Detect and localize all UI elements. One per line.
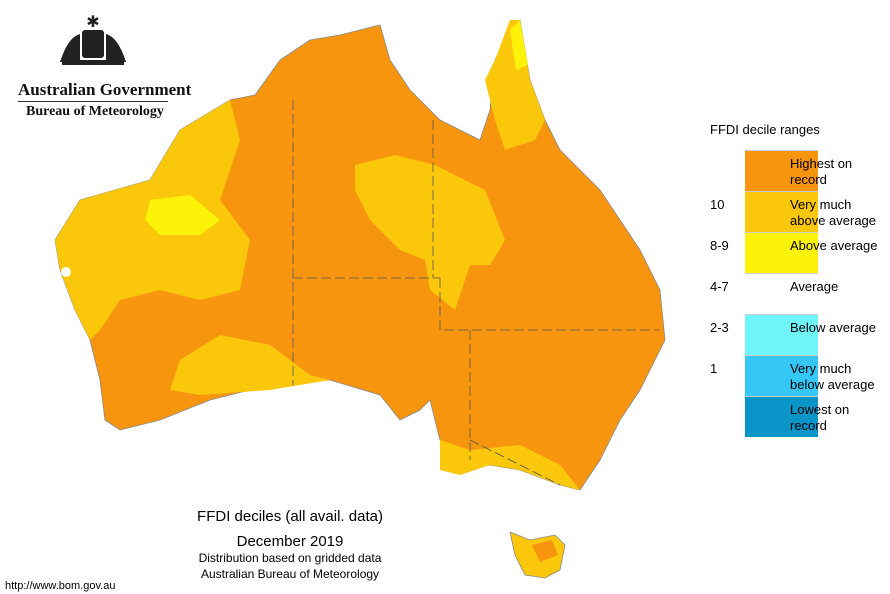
- legend-swatch: [745, 396, 818, 437]
- legend-label: Average: [790, 279, 839, 294]
- region: [510, 20, 528, 70]
- legend-label: Below average: [790, 320, 876, 335]
- emblem: ✱: [60, 14, 126, 65]
- svg-text:✱: ✱: [86, 14, 99, 31]
- legend-label: Very much above average: [790, 197, 877, 228]
- legend-swatch: [745, 232, 818, 273]
- region: [355, 155, 505, 310]
- region: [485, 20, 545, 150]
- legend-title: FFDI decile ranges: [710, 122, 820, 137]
- region: [440, 440, 580, 490]
- footer-url: http://www.bom.gov.au: [5, 580, 116, 592]
- legend-swatch: [745, 191, 818, 232]
- caption-line: Distribution based on gridded data: [198, 551, 382, 565]
- legend-tick: 10: [710, 197, 725, 212]
- region: [61, 267, 71, 277]
- legend-label: Very much below average: [790, 361, 875, 392]
- region: [532, 540, 558, 562]
- map: ✱: [54, 14, 666, 579]
- legend-swatch: [745, 150, 818, 191]
- legend-tick: 2-3: [710, 320, 729, 335]
- state-borders: [292, 100, 660, 486]
- legend-tick: 4-7: [710, 279, 729, 294]
- caption-line: Australian Bureau of Meteorology: [200, 567, 380, 581]
- org-title: Australian Government: [18, 80, 192, 99]
- org-subtitle: Bureau of Meteorology: [26, 104, 164, 119]
- legend-label: Highest on record: [790, 156, 853, 187]
- caption-line: December 2019: [236, 533, 344, 550]
- legend-tick: 1: [710, 361, 718, 376]
- legend-label: Above average: [790, 238, 878, 253]
- region: [145, 195, 220, 235]
- legend-swatch: [745, 273, 818, 314]
- legend-tick: 8-9: [710, 238, 729, 253]
- caption-line: FFDI deciles (all avail. data): [197, 508, 383, 525]
- divider: [18, 101, 168, 102]
- region: [170, 335, 330, 395]
- legend-swatch: [745, 355, 818, 396]
- legend-label: Lowest on record: [790, 402, 850, 433]
- legend-swatch: [745, 314, 818, 355]
